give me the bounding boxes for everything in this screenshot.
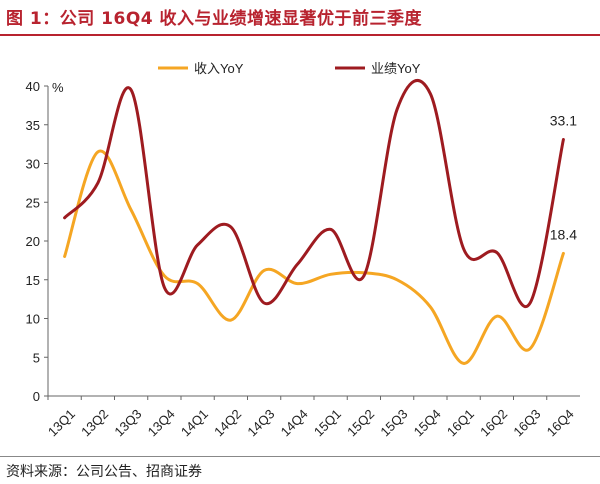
y-tick-label: 10 [26,312,40,327]
y-tick-label: 30 [26,157,40,172]
data-point [263,269,266,272]
x-tick-label: 13Q2 [78,406,111,439]
chart-area: 收入YoY 业绩YoY % 0 5 10 15 20 25 30 35 40 13Q1 13Q2 13… [0,36,600,454]
data-point [396,278,399,281]
x-tick-label: 13Q1 [45,406,78,439]
x-tick-label: 16Q3 [510,406,543,439]
data-point [495,251,498,254]
data-point [329,228,332,231]
y-tick-label: 5 [33,350,40,365]
x-tick-label: 15Q2 [344,406,377,439]
annotations-layer: 33.1 18.4 [550,112,577,242]
data-point [362,274,365,277]
data-point [229,226,232,229]
footer-divider [0,456,600,457]
y-tick-label: 25 [26,195,40,210]
series-layer [63,79,565,365]
data-point [63,216,66,219]
x-tick-label: 16Q1 [444,406,477,439]
y-axis: 0 5 10 15 20 25 30 35 40 [26,79,49,404]
x-tick-label: 14Q2 [211,406,244,439]
data-point [529,347,532,350]
data-point [296,282,299,285]
data-point [229,319,232,322]
data-point [196,282,199,285]
data-label: 33.1 [550,112,577,128]
data-point [429,305,432,308]
x-tick-label: 16Q2 [477,406,510,439]
y-tick-label: 40 [26,79,40,94]
data-point [329,273,332,276]
x-tick-label: 13Q3 [111,406,144,439]
data-point [562,138,565,141]
data-point [529,302,532,305]
data-point [296,263,299,266]
x-tick-label: 14Q1 [178,406,211,439]
data-point [130,88,133,91]
series-line-0 [63,149,565,365]
x-tick-label: 15Q3 [377,406,410,439]
data-point [495,315,498,318]
x-axis: 13Q1 13Q2 13Q3 13Q4 14Q1 14Q2 14Q3 14Q4 15Q1 15Q2… [45,395,580,439]
data-point [96,181,99,184]
data-point [562,252,565,255]
data-label: 18.4 [550,226,577,242]
title-bar: 图 1：公司 16Q4 收入与业绩增速显著优于前三季度 [0,0,600,36]
x-tick-label: 16Q4 [544,406,577,439]
data-point [63,255,66,258]
data-point [462,362,465,365]
series-line-1 [63,79,565,308]
y-unit-label: % [52,80,64,95]
x-tick-label: 13Q4 [145,406,178,439]
legend-label: 收入YoY [194,61,244,76]
y-tick-label: 0 [33,389,40,404]
data-point [163,274,166,277]
y-tick-label: 35 [26,118,40,133]
data-point [396,108,399,111]
data-point [96,150,99,153]
y-tick-label: 20 [26,234,40,249]
data-point [429,92,432,95]
y-tick-label: 15 [26,273,40,288]
x-tick-label: 14Q4 [278,406,311,439]
data-point [462,247,465,250]
data-point [130,209,133,212]
chart-legend: 收入YoY 业绩YoY [158,61,421,76]
x-tick-label: 14Q3 [244,406,277,439]
x-tick-label: 15Q1 [311,406,344,439]
x-tick-label: 15Q4 [411,406,444,439]
data-point [196,243,199,246]
data-point [163,286,166,289]
figure-title: 图 1：公司 16Q4 收入与业绩增速显著优于前三季度 [6,9,423,29]
legend-label: 业绩YoY [371,61,421,76]
data-point [263,302,266,305]
source-note: 资料来源：公司公告、招商证券 [6,464,202,480]
